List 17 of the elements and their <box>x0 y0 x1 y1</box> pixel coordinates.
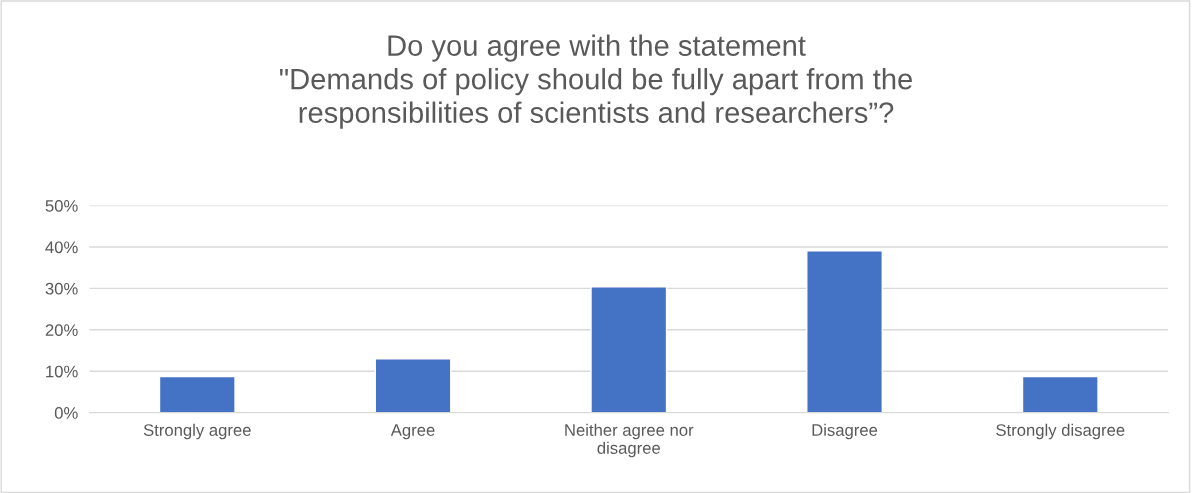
x-tick-label: Disagree <box>812 423 878 440</box>
y-tick-label: 40% <box>45 241 78 254</box>
x-tick-label: Neither agree nor disagree <box>565 423 694 458</box>
x-tick-label: Agree <box>390 424 435 440</box>
chart-title: Do you agree with the statement "Demands of policy should be fully apart from the responsibilities of scientists and researchers”? <box>280 34 912 129</box>
y-tick-label: 0% <box>54 407 78 419</box>
x-tick-label: Strongly disagree <box>996 423 1125 440</box>
bar <box>158 375 236 413</box>
y-tick-label: 50% <box>45 199 78 212</box>
bar <box>1021 375 1099 413</box>
x-tick-label: Strongly agree <box>143 423 251 440</box>
bar <box>374 358 452 413</box>
bar <box>590 286 668 413</box>
bar <box>806 250 883 413</box>
y-tick-label: 20% <box>45 324 78 337</box>
y-tick-label: 10% <box>46 365 78 378</box>
y-tick-label: 30% <box>45 282 78 295</box>
